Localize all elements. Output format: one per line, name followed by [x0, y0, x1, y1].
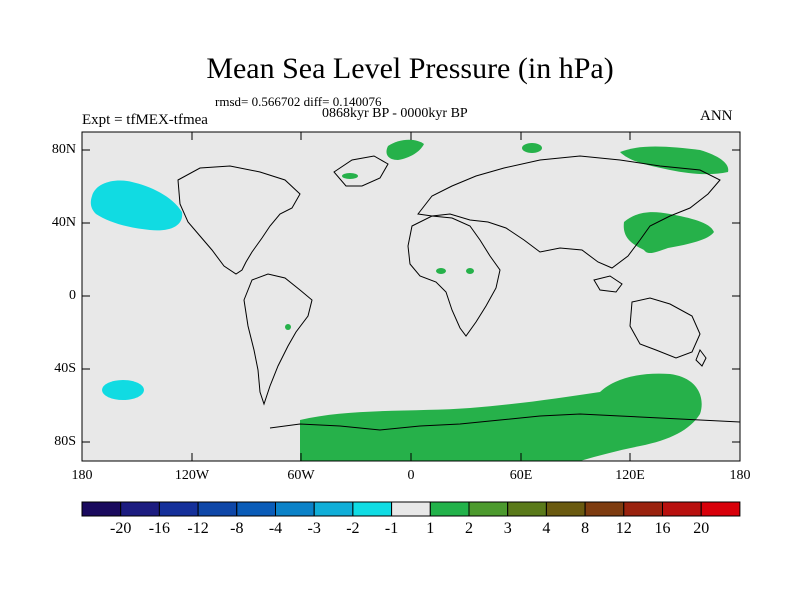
coastlines: [177, 155, 740, 431]
colorbar-box: [120, 501, 160, 517]
new-zealand-coast: [695, 348, 707, 367]
colorbar-box: [662, 501, 702, 517]
sahara-positive-patch-west: [436, 268, 446, 274]
siberia-positive-region: [620, 146, 729, 175]
time-period-label: 0868kyr BP - 0000kyr BP: [322, 106, 468, 121]
colorbar-label: 16: [654, 520, 671, 537]
colorbar-box: [313, 501, 354, 517]
lon-label-0: 0: [407, 468, 415, 483]
lon-label-60e: 60E: [509, 468, 533, 483]
colorbar-label: -16: [148, 520, 171, 537]
east-asia-positive-region: [623, 212, 714, 254]
colorbar-label: -20: [110, 520, 132, 537]
colorbar-label: 2: [465, 520, 473, 537]
antarctica-coast: [269, 413, 740, 431]
colorbar-label: -1: [384, 520, 399, 537]
colorbar-box: [700, 501, 741, 517]
colorbar-box: [584, 501, 625, 517]
lat-label-40n: 40N: [51, 215, 76, 230]
greenland-sea-positive-region: [386, 139, 424, 160]
positive-anomaly-regions: [285, 139, 729, 461]
maritime-continent-coast: [593, 275, 623, 293]
experiment-label: Expt = tfMEX-tfmea: [82, 112, 208, 128]
lat-label-80s: 80S: [54, 434, 76, 449]
lat-label-80n: 80N: [51, 142, 76, 157]
colorbar-label: 12: [615, 520, 632, 537]
lon-label-180e: 180: [729, 468, 751, 483]
colorbar-box: [352, 501, 393, 517]
map-title: Mean Sea Level Pressure (in hPa): [206, 52, 614, 85]
greenland-coast: [333, 155, 389, 187]
australia-coast: [629, 297, 701, 359]
south-pacific-negative-region: [102, 380, 144, 400]
negative-anomaly-regions: [90, 180, 183, 400]
lat-label-0: 0: [69, 288, 76, 303]
colorbar-box: [197, 501, 238, 517]
colorbar-box: [158, 501, 199, 517]
lon-label-120w: 120W: [174, 468, 210, 483]
colorbar-box: [545, 501, 586, 517]
colorbar-label: -3: [307, 520, 321, 537]
lon-label-120e: 120E: [615, 468, 645, 483]
color-bar: [81, 501, 741, 517]
season-label: ANN: [700, 108, 733, 124]
south-america-coast: [243, 273, 313, 406]
colorbar-label: 3: [503, 520, 512, 537]
colorbar-label: -12: [187, 520, 209, 537]
colorbar-box: [507, 501, 547, 517]
colorbar-box: [81, 501, 122, 517]
brazil-positive-patch: [285, 324, 291, 330]
lon-label-180w: 180: [71, 468, 93, 483]
colorbar-label: 20: [693, 520, 710, 537]
axis-ticks: [82, 132, 740, 461]
antarctic-positive-region: [300, 373, 702, 461]
africa-coast: [407, 215, 501, 337]
colorbar-label: 8: [581, 520, 590, 537]
arctic-positive-patch: [522, 143, 542, 153]
lat-label-40s: 40S: [54, 361, 76, 376]
colorbar-box: [391, 501, 431, 517]
colorbar-label: -4: [268, 520, 283, 537]
colorbar-label: 1: [426, 520, 435, 537]
eurasia-coast: [417, 155, 721, 269]
sahara-positive-patch-east: [466, 268, 474, 274]
colorbar-box: [429, 501, 470, 517]
lon-label-60w: 60W: [287, 468, 315, 483]
colorbar-label: -2: [346, 520, 360, 537]
colorbar-label: 4: [542, 520, 551, 537]
colorbar-box: [468, 501, 509, 517]
north-pacific-negative-region: [90, 180, 183, 231]
colorbar-box: [236, 501, 277, 517]
north-america-coast: [177, 165, 301, 275]
colorbar-label: -8: [230, 520, 244, 537]
atlantic-positive-patch: [342, 173, 358, 179]
rmsd-diff-stats: rmsd= 0.566702 diff= 0.140076: [215, 94, 382, 109]
colorbar-box: [623, 501, 663, 517]
colorbar-box: [275, 501, 315, 517]
